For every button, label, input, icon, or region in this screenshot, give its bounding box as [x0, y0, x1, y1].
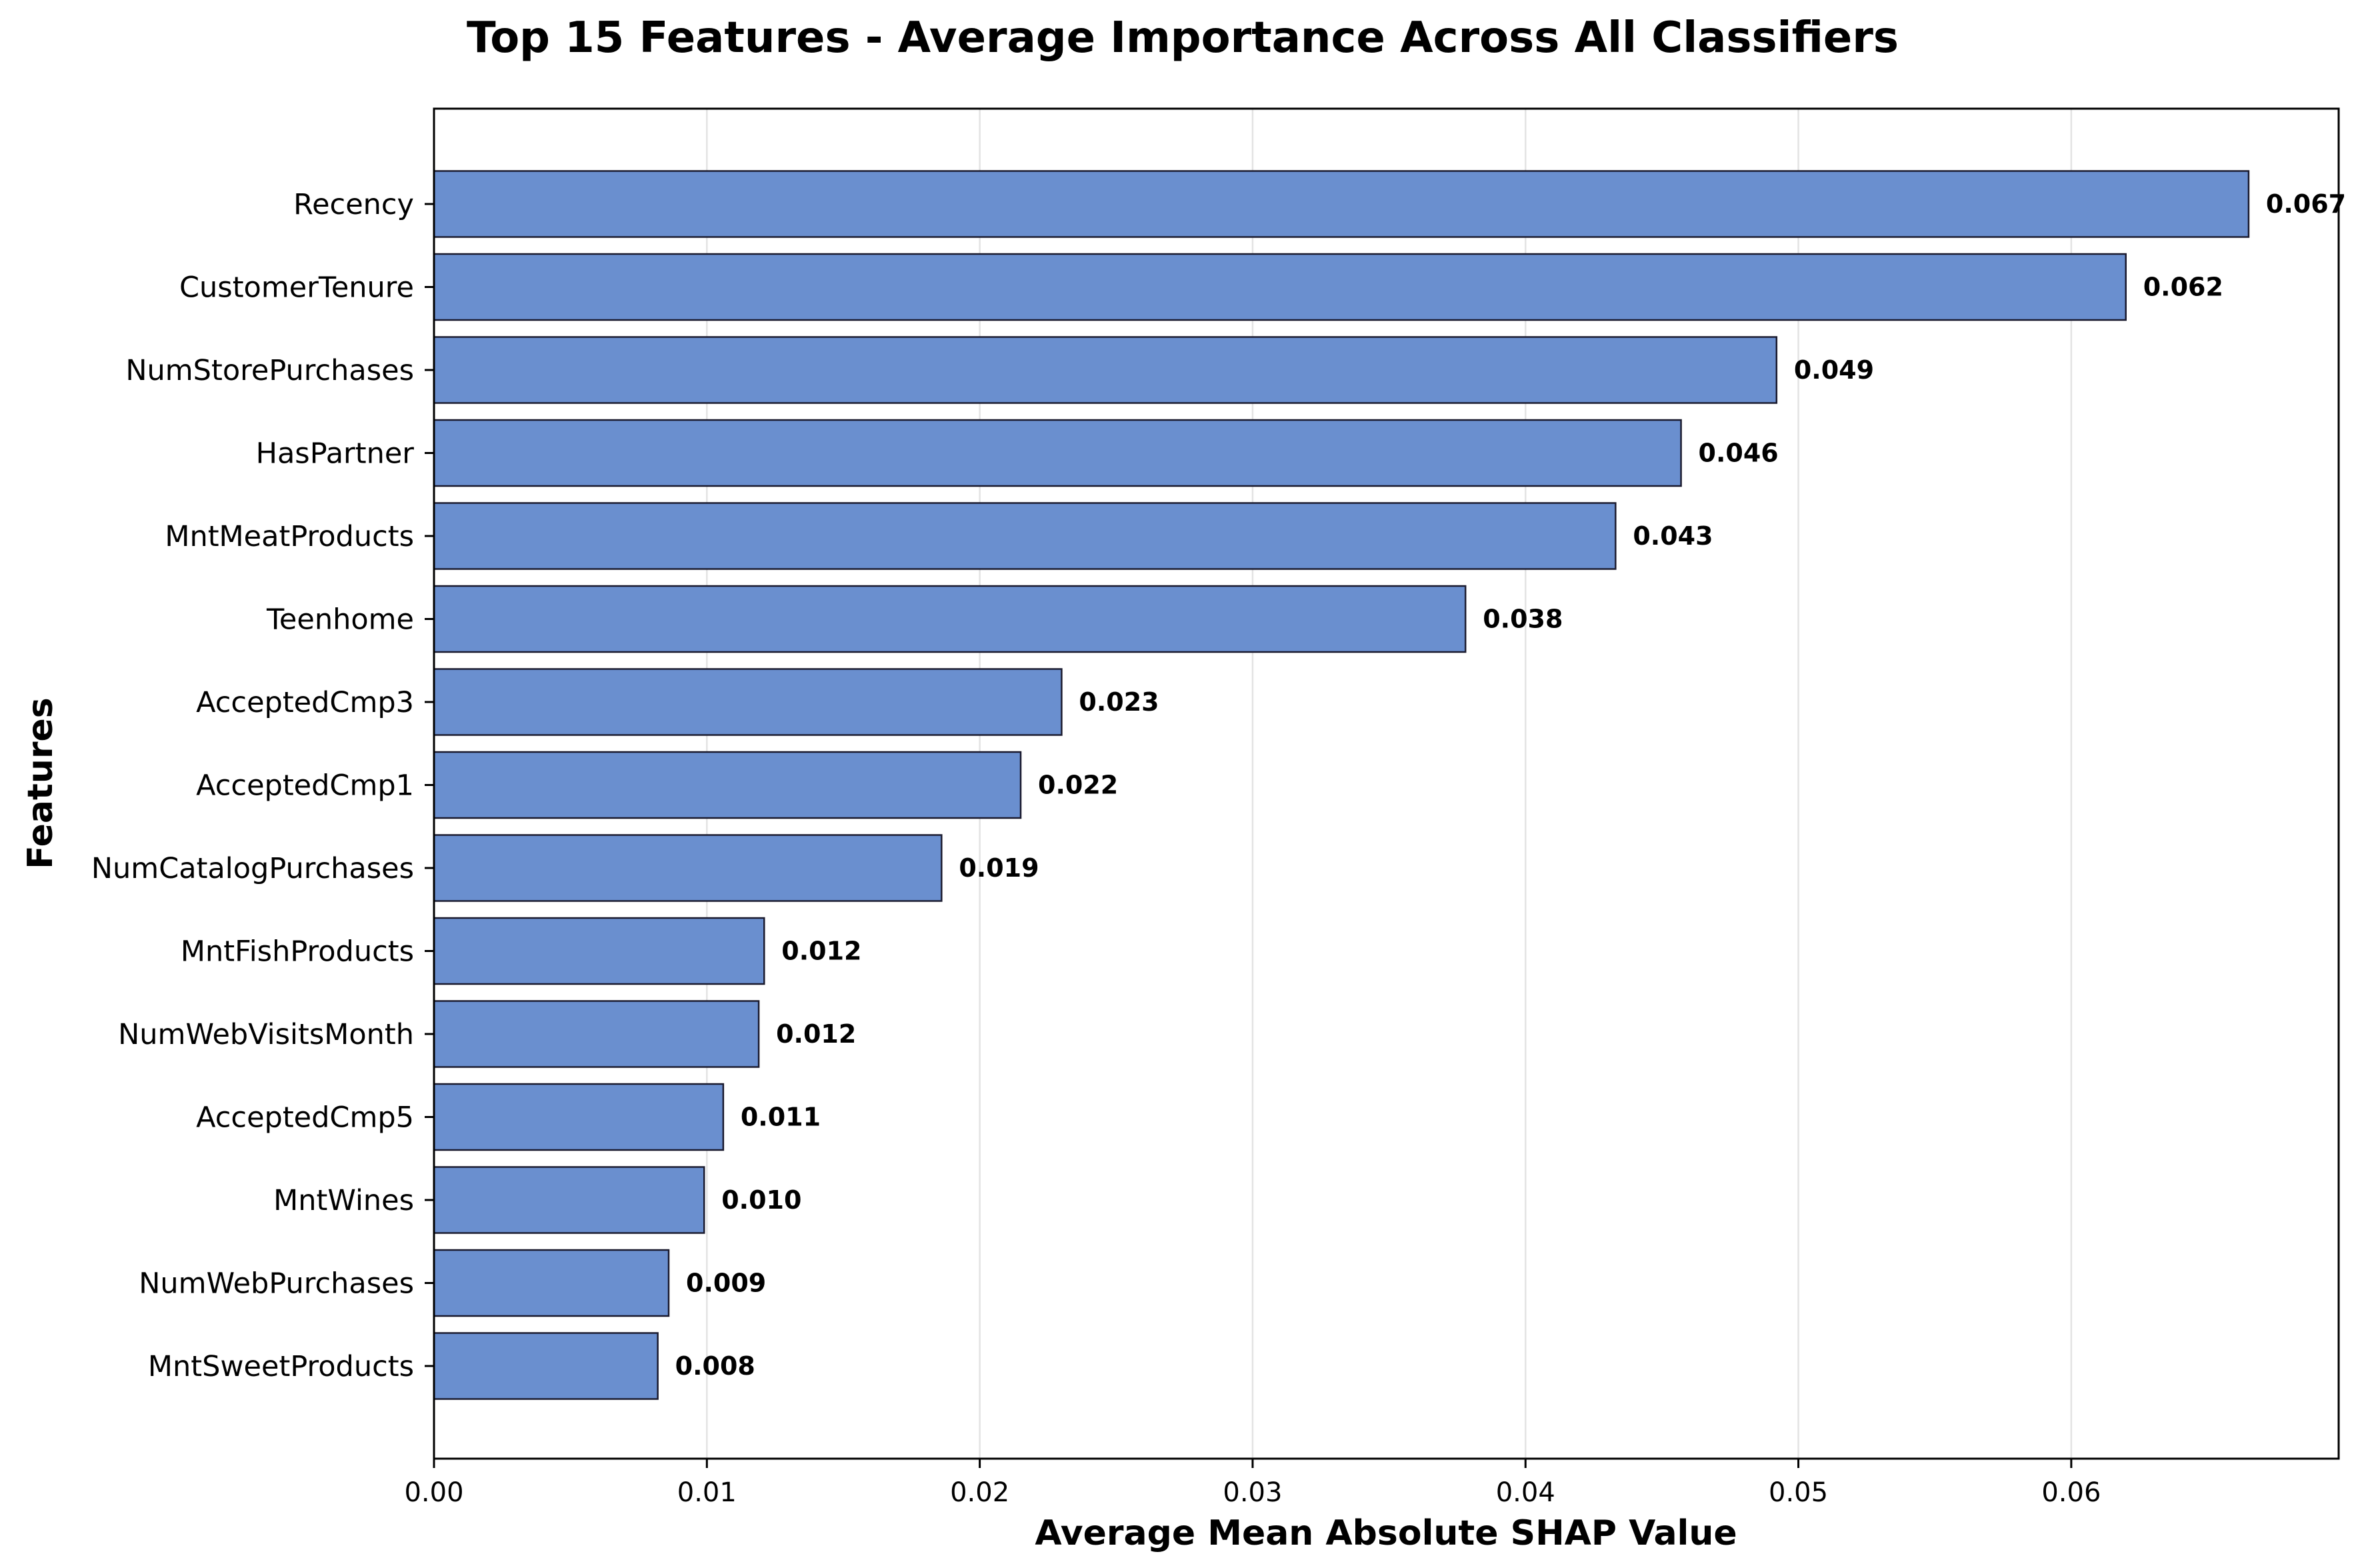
chart-title: Top 15 Features - Average Importance Acr… [467, 13, 1899, 63]
data-label: 0.008 [675, 1351, 755, 1381]
plot-area-frame [433, 107, 2340, 1460]
bar-NumWebPurchases [433, 1249, 670, 1317]
x-tick-label: 0.04 [1496, 1477, 1555, 1508]
data-label: 0.046 [1699, 439, 1779, 468]
bar-NumStorePurchases [433, 336, 1778, 404]
grid-lines [706, 109, 2073, 1459]
data-label: 0.019 [959, 853, 1039, 883]
x-tick-label: 0.03 [1223, 1477, 1282, 1508]
y-tick-label: MntFishProducts [181, 935, 414, 969]
data-label: 0.022 [1038, 771, 1118, 800]
y-axis-label: Features [21, 697, 61, 869]
bars [433, 170, 2250, 1400]
y-tick-label: Teenhome [266, 603, 414, 637]
bar-NumCatalogPurchases [433, 834, 943, 902]
y-tick-label: NumWebVisitsMonth [118, 1018, 414, 1051]
data-label: 0.023 [1079, 687, 1159, 717]
y-tick-label: Recency [293, 188, 414, 221]
bar-CustomerTenure [433, 253, 2127, 321]
data-label: 0.067 [2266, 189, 2346, 219]
data-label: 0.012 [781, 937, 861, 966]
bar-MntSweetProducts [433, 1332, 659, 1400]
category-labels: Recency CustomerTenure NumStorePurchases Ha… [91, 188, 434, 1383]
x-tick-label: 0.02 [950, 1477, 1009, 1508]
bar-AcceptedCmp5 [433, 1083, 725, 1151]
data-labels: 0.067 0.062 0.049 0.046 0.043 0.038 0.023 0.022… [675, 189, 2346, 1381]
bar-Teenhome [433, 585, 1467, 653]
x-tick-label: 0.06 [2041, 1477, 2101, 1508]
y-tick-label: AcceptedCmp3 [196, 686, 414, 719]
bar-HasPartner [433, 419, 1682, 487]
data-label: 0.010 [721, 1185, 801, 1215]
bar-MntFishProducts [433, 917, 765, 985]
bar-AcceptedCmp1 [433, 751, 1022, 819]
bar-MntMeatProducts [433, 502, 1617, 570]
bar-MntWines [433, 1166, 705, 1234]
bar-AcceptedCmp3 [433, 668, 1063, 736]
y-tick-label: MntWines [273, 1184, 414, 1217]
data-label: 0.009 [686, 1269, 766, 1298]
data-label: 0.012 [776, 1019, 856, 1049]
data-label: 0.043 [1633, 521, 1713, 551]
data-label: 0.011 [741, 1103, 821, 1132]
y-tick-label: MntMeatProducts [165, 520, 414, 553]
data-label: 0.049 [1794, 355, 1874, 385]
data-label: 0.062 [2143, 273, 2223, 302]
y-tick-label: NumStorePurchases [125, 354, 414, 387]
x-tick-label: 0.00 [404, 1477, 463, 1508]
y-tick-label: NumCatalogPurchases [91, 852, 414, 885]
y-tick-label: NumWebPurchases [139, 1267, 414, 1301]
y-tick-label: AcceptedCmp1 [196, 769, 414, 803]
bar-Recency [433, 170, 2250, 238]
y-tick-label: MntSweetProducts [148, 1350, 414, 1383]
data-label: 0.038 [1483, 605, 1563, 634]
y-tick-label: HasPartner [256, 437, 415, 471]
y-tick-label: CustomerTenure [179, 271, 414, 305]
x-tick-label: 0.05 [1769, 1477, 1828, 1508]
bar-NumWebVisitsMonth [433, 1000, 760, 1068]
y-tick-label: AcceptedCmp5 [196, 1101, 414, 1135]
x-axis-ticks: 0.00 0.01 0.02 0.03 0.04 0.05 0.06 [404, 1459, 2101, 1508]
x-axis-label: Average Mean Absolute SHAP Value [1035, 1513, 1737, 1553]
x-tick-label: 0.01 [677, 1477, 737, 1508]
